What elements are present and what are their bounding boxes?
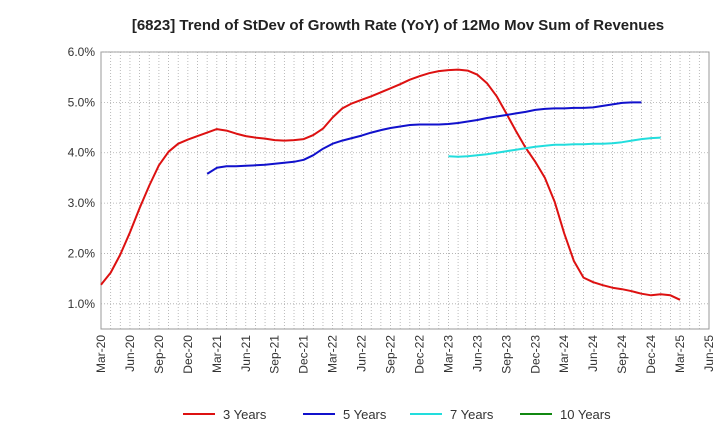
x-tick-label: Jun-20 bbox=[123, 335, 137, 372]
y-tick-label: 5.0% bbox=[68, 95, 96, 109]
y-tick-label: 6.0% bbox=[68, 45, 96, 59]
x-tick-label: Mar-22 bbox=[326, 335, 340, 373]
plot-area bbox=[100, 51, 710, 330]
series-lines bbox=[100, 68, 681, 301]
y-axis: 1.0% 2.0% 3.0% 4.0% 5.0% 6.0% bbox=[68, 45, 96, 311]
x-tick-label: Sep-22 bbox=[384, 335, 398, 374]
x-tick-label: Jun-24 bbox=[586, 335, 600, 372]
series-line-5-years bbox=[206, 101, 642, 175]
x-tick-label: Dec-24 bbox=[644, 335, 658, 374]
grid-lines bbox=[101, 51, 709, 329]
x-tick-label: Dec-20 bbox=[181, 335, 195, 374]
x-tick-label: Dec-22 bbox=[412, 335, 426, 374]
x-tick-label: Sep-20 bbox=[152, 335, 166, 374]
series-line-3-years bbox=[100, 68, 681, 301]
x-tick-label: Jun-22 bbox=[355, 335, 369, 372]
legend-label: 7 Years bbox=[450, 407, 494, 422]
x-tick-label: Mar-25 bbox=[673, 335, 687, 373]
x-tick-label: Sep-24 bbox=[615, 335, 629, 374]
x-tick-label: Jun-23 bbox=[470, 335, 484, 372]
x-tick-label: Dec-21 bbox=[297, 335, 311, 374]
y-tick-label: 4.0% bbox=[68, 146, 96, 160]
x-tick-label: Mar-24 bbox=[557, 335, 571, 373]
y-tick-label: 3.0% bbox=[68, 196, 96, 210]
x-tick-label: Sep-21 bbox=[268, 335, 282, 374]
legend: 3 Years 5 Years 7 Years 10 Years bbox=[183, 407, 611, 422]
chart-title: [6823] Trend of StDev of Growth Rate (Yo… bbox=[132, 17, 664, 34]
legend-label: 10 Years bbox=[560, 407, 611, 422]
y-tick-label: 2.0% bbox=[68, 246, 96, 260]
x-tick-label: Sep-23 bbox=[499, 335, 513, 374]
x-tick-label: Jun-21 bbox=[239, 335, 253, 372]
series-line-7-years bbox=[448, 136, 661, 158]
x-tick-label: Mar-21 bbox=[210, 335, 224, 373]
legend-label: 5 Years bbox=[343, 407, 387, 422]
x-tick-label: Dec-23 bbox=[528, 335, 542, 374]
x-tick-label: Mar-20 bbox=[94, 335, 108, 373]
x-tick-label: Mar-23 bbox=[441, 335, 455, 373]
x-tick-label: Jun-25 bbox=[702, 335, 716, 372]
legend-label: 3 Years bbox=[223, 407, 267, 422]
x-axis: Mar-20 Jun-20 Sep-20 Dec-20 Mar-21 Jun-21 Sep-… bbox=[94, 335, 716, 374]
y-tick-label: 1.0% bbox=[68, 297, 96, 311]
